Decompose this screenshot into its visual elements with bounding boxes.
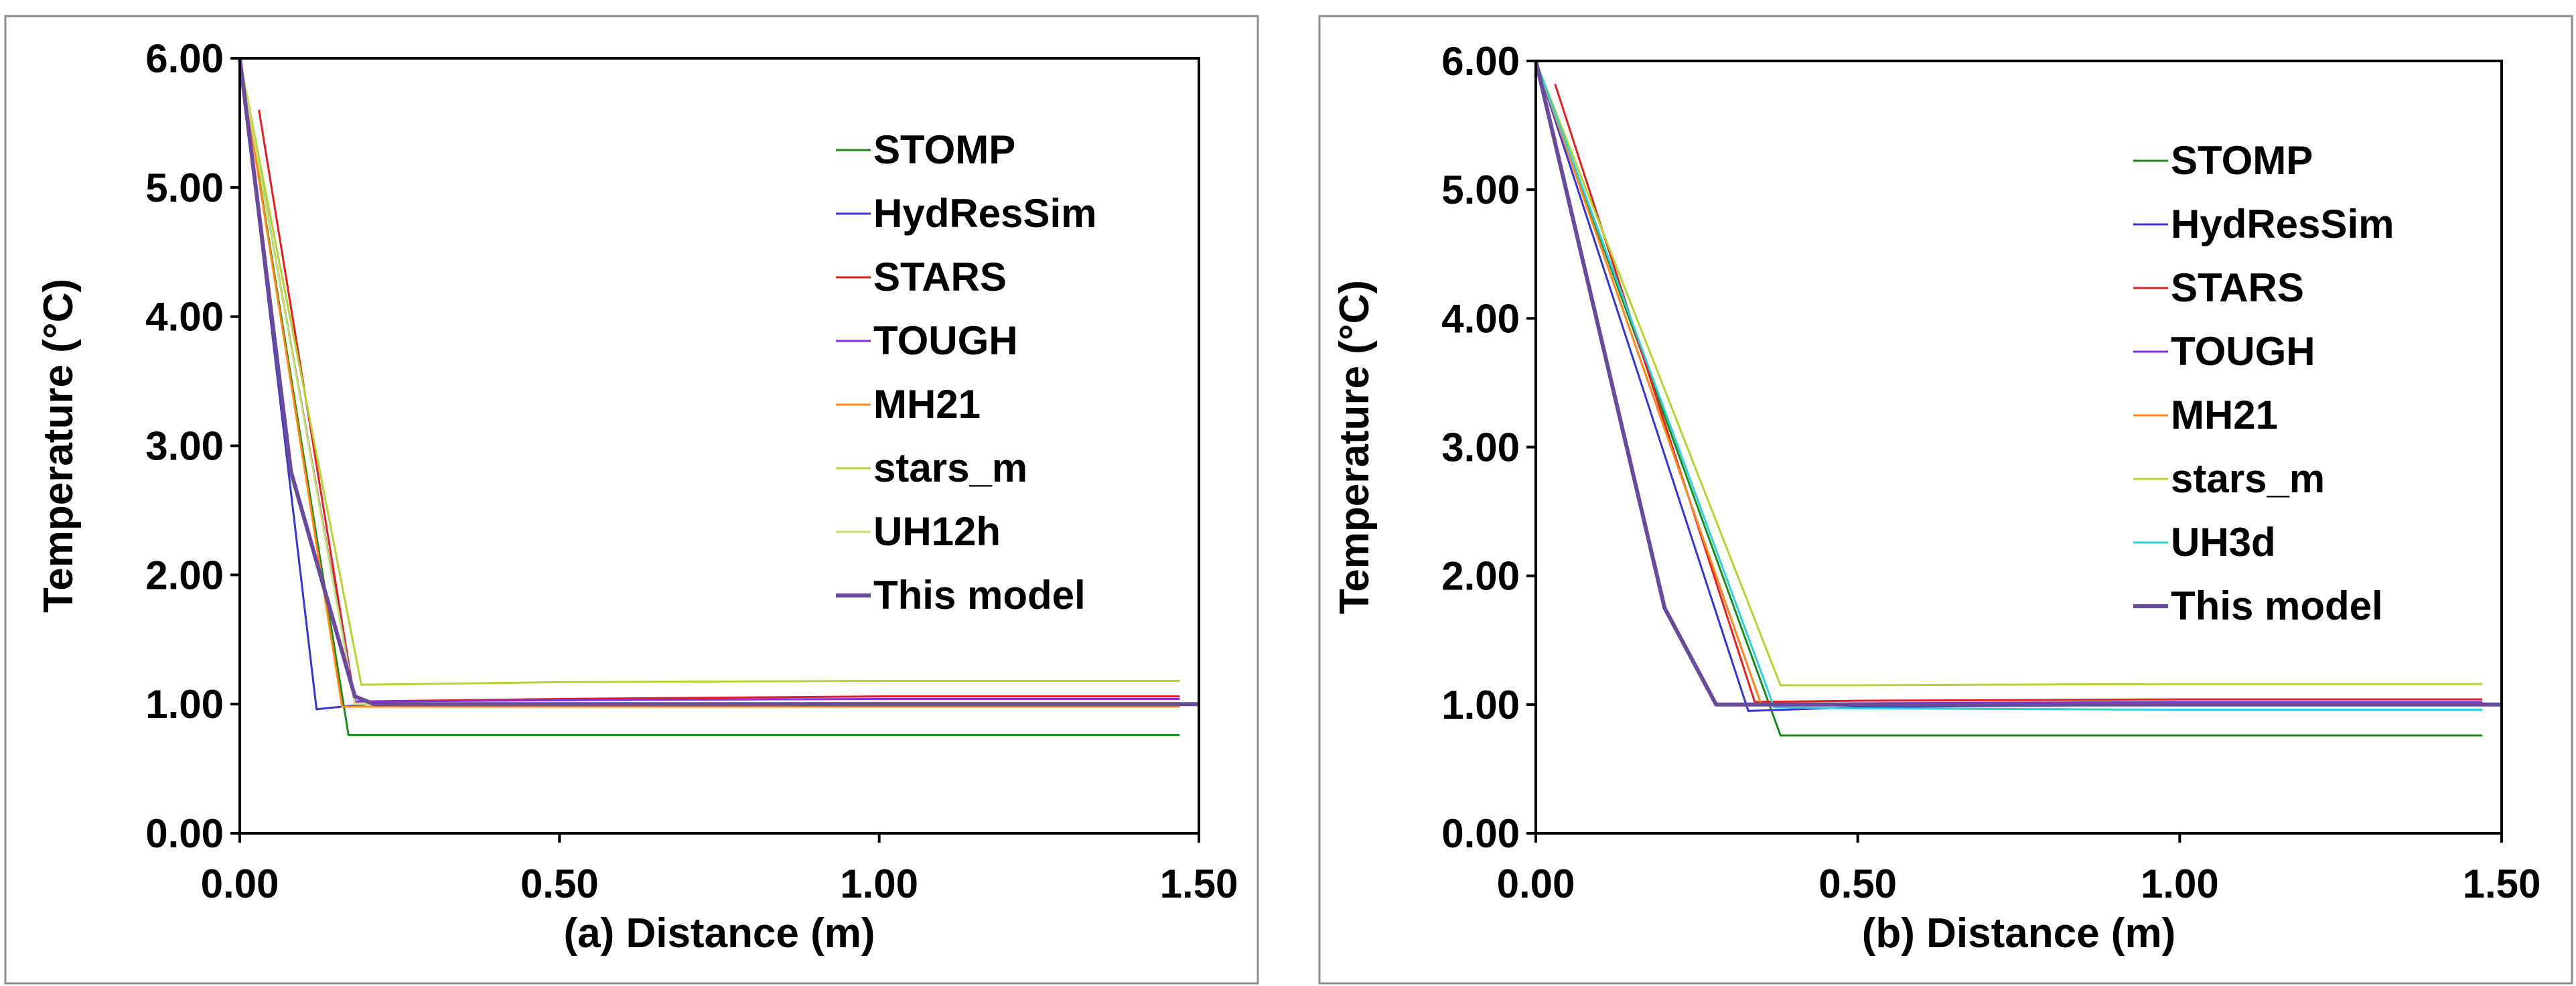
x-tick-label: 0.50 [1818, 861, 1897, 906]
panel-a: 0.00 1.00 2.00 3.00 4.00 5.00 6.00 0.00 0.50 1.00… [4, 15, 1259, 985]
y-axis-title: Temperature (°C) [1332, 280, 1378, 614]
x-tick-label: 0.00 [201, 861, 279, 906]
y-tick-label: 2.00 [1441, 554, 1520, 599]
plot-area [1534, 60, 2503, 835]
series-line-this-model [1534, 60, 2502, 707]
series-line-stars-m [238, 58, 1180, 686]
x-tick-label: 1.00 [840, 861, 918, 906]
y-tick-label: 6.00 [1441, 39, 1520, 84]
series-line-stars [258, 109, 1180, 703]
x-tick-label: 0.50 [520, 861, 599, 906]
legend-label: MH21 [873, 382, 981, 427]
panel-b: 0.00 1.00 2.00 3.00 4.00 5.00 6.00 0.00 0.50 1.00… [1318, 15, 2573, 985]
legend-label: This model [2171, 583, 2383, 628]
legend-label: TOUGH [2171, 329, 2315, 374]
legend-label: TOUGH [873, 318, 1018, 363]
y-tick-label: 5.00 [145, 165, 224, 210]
x-tick-label: 1.00 [2141, 861, 2219, 906]
x-axis-title: (b) Distance (m) [1862, 910, 2175, 957]
series-line-uh3d [1534, 60, 2483, 711]
series-line-mh21 [238, 58, 1180, 708]
legend-label: STARS [2171, 265, 2304, 310]
legend-label: MH21 [2171, 393, 2278, 437]
chart-frame [4, 15, 1259, 985]
legend-label: UH3d [2171, 520, 2276, 565]
legend-label: stars_m [2171, 456, 2325, 501]
y-tick-label: 1.00 [145, 682, 224, 727]
plot-area [238, 57, 1200, 835]
legend-label: stars_m [873, 445, 1027, 490]
legend-label: HydResSim [2171, 202, 2394, 246]
chart-frame [1318, 15, 2573, 985]
y-tick-label: 4.00 [1441, 296, 1520, 341]
y-tick-label: 3.00 [145, 424, 224, 469]
y-tick-label: 4.00 [145, 295, 224, 340]
y-tick-label: 1.00 [1441, 683, 1520, 727]
y-tick-label: 3.00 [1441, 425, 1520, 470]
x-tick-label: 1.50 [1160, 861, 1238, 906]
x-tick-label: 0.00 [1497, 861, 1575, 906]
y-axis-title: Temperature (°C) [35, 279, 82, 613]
series-line-stars-m [1534, 60, 2483, 687]
y-tick-label: 6.00 [145, 36, 224, 81]
y-tick-label: 0.00 [1441, 811, 1520, 856]
legend-label: UH12h [873, 509, 1001, 554]
x-tick-label: 1.50 [2463, 861, 2541, 906]
legend-label: STOMP [2171, 138, 2313, 183]
y-tick-label: 5.00 [1441, 167, 1520, 212]
legend-label: This model [873, 573, 1086, 618]
x-axis-title: (a) Distance (m) [563, 910, 875, 957]
y-tick-label: 0.00 [145, 811, 224, 856]
legend-label: STARS [873, 255, 1007, 299]
legend-label: STOMP [873, 127, 1015, 172]
y-tick-label: 2.00 [145, 553, 224, 597]
series-line-this-model [238, 58, 1199, 707]
series-line-stomp [1534, 60, 2483, 737]
series-line-stomp [238, 58, 1180, 736]
legend-label: HydResSim [873, 191, 1096, 236]
